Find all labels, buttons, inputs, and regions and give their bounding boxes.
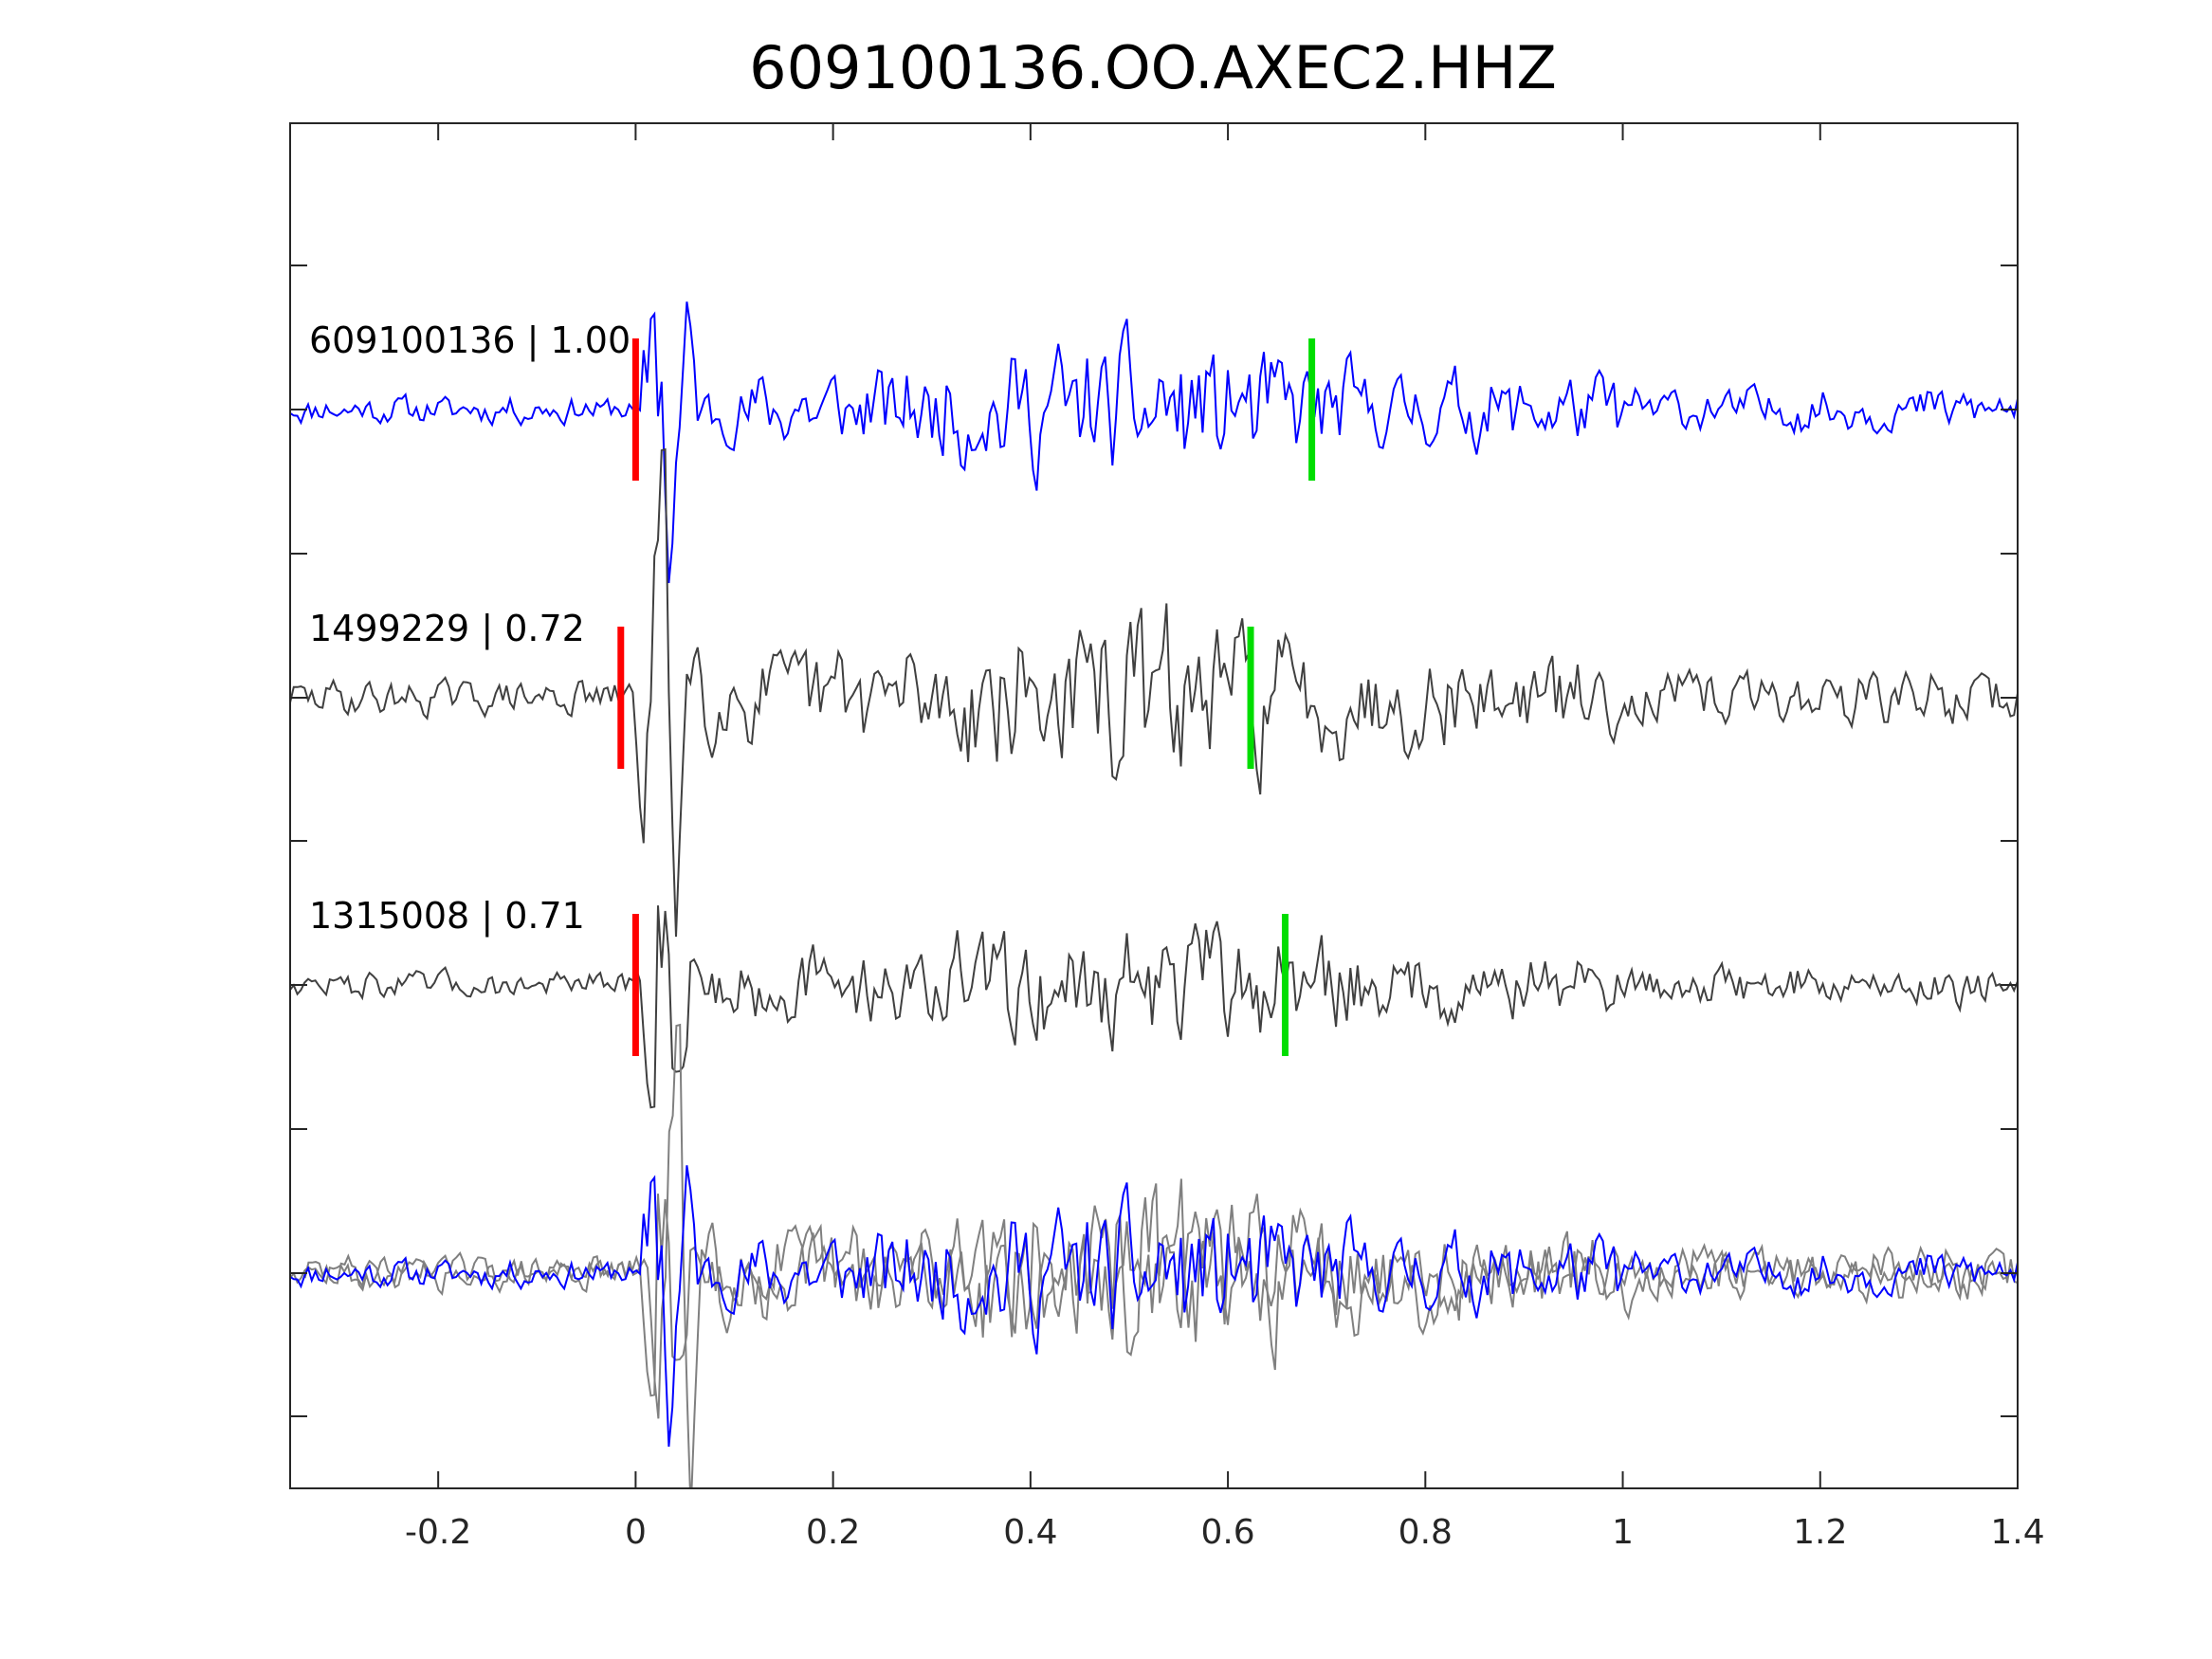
chart-title: 609100136.OO.AXEC2.HHZ	[749, 33, 1557, 102]
stack-trace-1315008	[290, 1194, 2018, 1397]
trace-label: 609100136 | 1.00	[309, 319, 631, 362]
x-tick-label: 1.4	[1990, 1513, 2044, 1552]
stack-trace-1499229	[303, 1023, 2018, 1488]
plot-area: 609100136 | 1.00 1499229 | 0.72 1315008 | …	[289, 301, 2019, 1488]
x-tick-label: 0.8	[1398, 1513, 1453, 1552]
trace-609100136	[289, 301, 2019, 584]
x-tick-label: 0.2	[806, 1513, 860, 1552]
trace-1315008	[289, 905, 2019, 1109]
x-tick-label: 0.4	[1003, 1513, 1057, 1552]
trace-1499229	[289, 447, 2019, 938]
x-axis: -0.2 0 0.2 0.4 0.6 0.8 1 1.2 1.4	[290, 123, 2045, 1552]
x-tick-label: 1.2	[1793, 1513, 1847, 1552]
x-tick-label: 0.6	[1200, 1513, 1254, 1552]
stack-trace-609100136	[290, 1165, 2018, 1448]
axes-box	[289, 122, 2019, 1489]
x-tick-label: 1	[1612, 1513, 1634, 1552]
x-tick-label: 0	[625, 1513, 647, 1552]
trace-label: 1315008 | 0.71	[309, 895, 585, 938]
x-tick-label: -0.2	[405, 1513, 471, 1552]
trace-label: 1499229 | 0.72	[309, 608, 585, 650]
